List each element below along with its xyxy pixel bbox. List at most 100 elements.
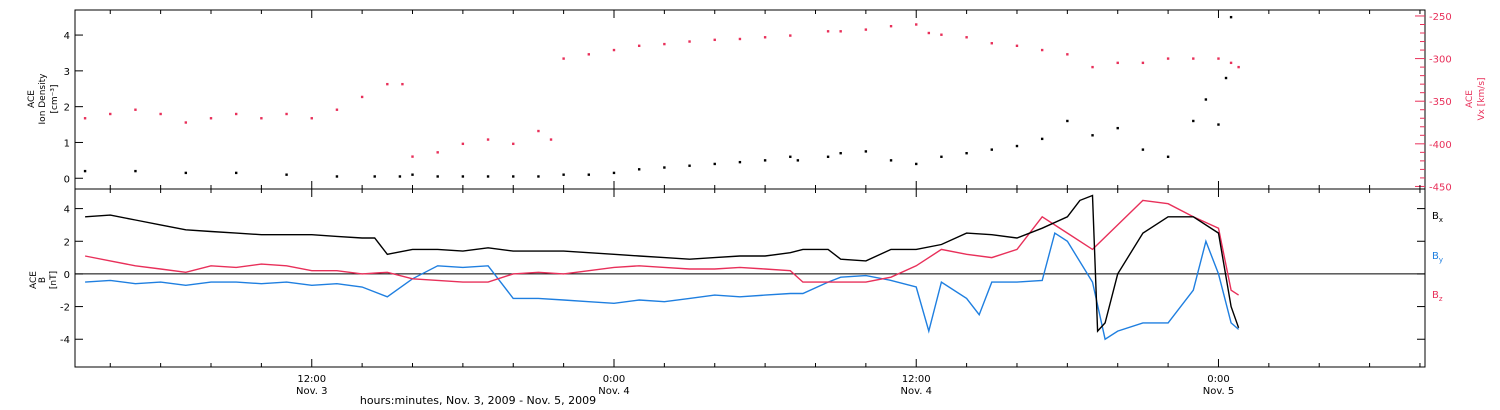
- velocity-point: [401, 82, 404, 86]
- velocity-point: [1166, 57, 1170, 60]
- density-point: [1091, 134, 1094, 137]
- top-left-tick-label: 1: [64, 138, 70, 149]
- density-point: [1066, 119, 1069, 123]
- velocity-point: [159, 112, 162, 116]
- velocity-point: [1091, 65, 1094, 69]
- legend-bz: Bz: [1432, 290, 1443, 303]
- legend-by: By: [1432, 251, 1443, 264]
- x-axis-title: hours:minutes, Nov. 3, 2009 - Nov. 5, 20…: [360, 394, 596, 407]
- series-line-bx: [85, 194, 1240, 333]
- density-point: [940, 155, 943, 158]
- velocity-point: [940, 33, 943, 36]
- velocity-point: [562, 57, 565, 60]
- top-right-tick-label: -300: [1429, 55, 1452, 66]
- velocity-point: [1066, 53, 1069, 56]
- x-tick-time: 0:00: [1207, 374, 1229, 385]
- top-right-tick-label: -400: [1429, 140, 1452, 151]
- velocity-point: [436, 151, 439, 154]
- velocity-point: [549, 138, 553, 141]
- density-point: [436, 175, 439, 178]
- bottom-tick-label: 0: [64, 270, 70, 281]
- top-right-axis-label: ACE Vx [km/s]: [1465, 77, 1487, 120]
- velocity-point: [486, 138, 490, 141]
- density-point: [612, 171, 616, 175]
- velocity-point: [688, 40, 691, 43]
- velocity-point: [234, 112, 238, 116]
- density-point: [1166, 155, 1170, 158]
- bottom-label-line2: B: [38, 277, 48, 283]
- bottom-tick-label: -4: [60, 335, 70, 346]
- velocity-point: [915, 23, 918, 26]
- top-left-tick-label: 2: [64, 103, 70, 114]
- velocity-point: [713, 38, 716, 42]
- density-point: [184, 171, 188, 175]
- x-tick-day: Nov. 3: [296, 386, 327, 397]
- velocity-point: [386, 82, 389, 86]
- velocity-point: [260, 117, 263, 120]
- density-point: [83, 169, 87, 173]
- velocity-point: [1040, 48, 1044, 52]
- density-point: [915, 162, 918, 166]
- velocity-point: [134, 108, 137, 111]
- density-point: [1217, 123, 1220, 126]
- density-point: [990, 148, 993, 151]
- density-point: [965, 152, 968, 155]
- x-tick-time: 12:00: [902, 374, 931, 385]
- velocity-point: [512, 142, 515, 146]
- top-left-label-line3: [cm⁻³]: [50, 84, 60, 113]
- bottom-axis-label: ACEB[nT]: [29, 271, 59, 289]
- density-point: [373, 175, 376, 178]
- density-point: [537, 175, 540, 178]
- velocity-point: [360, 95, 364, 99]
- x-tick-day: Nov. 5: [1203, 386, 1234, 397]
- velocity-point: [1141, 61, 1145, 65]
- density-point: [335, 175, 339, 178]
- velocity-point: [1015, 44, 1019, 47]
- velocity-point: [738, 37, 742, 41]
- x-tick-day: Nov. 4: [900, 386, 931, 397]
- bottom-label-line3: [nT]: [49, 271, 59, 289]
- velocity-point: [1237, 65, 1240, 69]
- top-right-label-line1: ACE: [1465, 90, 1475, 108]
- velocity-point: [83, 117, 87, 120]
- density-point: [738, 160, 742, 164]
- bottom-tick-label: 4: [64, 205, 70, 216]
- velocity-point: [826, 30, 830, 33]
- density-point: [234, 171, 238, 175]
- velocity-point: [864, 28, 868, 31]
- velocity-point: [335, 108, 339, 111]
- velocity-point: [789, 34, 792, 37]
- velocity-point: [637, 44, 641, 47]
- x-tick-time: 0:00: [603, 374, 625, 385]
- top-left-label-line1: ACE: [27, 90, 37, 108]
- density-point: [839, 152, 842, 155]
- density-point: [663, 166, 666, 169]
- top-right-tick-label: -250: [1429, 12, 1452, 23]
- density-point: [411, 173, 414, 176]
- top-right-tick-label: -450: [1429, 182, 1452, 193]
- density-point: [1229, 15, 1233, 19]
- velocity-point: [763, 36, 767, 39]
- x-tick-day: Nov. 4: [598, 386, 629, 397]
- density-point: [461, 175, 465, 178]
- velocity-point: [411, 155, 414, 158]
- velocity-point: [839, 30, 842, 33]
- series-line-bz: [84, 199, 1239, 296]
- bottom-tick-label: 2: [64, 237, 70, 248]
- density-point: [789, 155, 792, 158]
- density-point: [763, 159, 767, 162]
- velocity-point: [1116, 61, 1119, 65]
- velocity-point: [663, 42, 666, 46]
- series-line-by: [85, 231, 1240, 341]
- bottom-panel: 4 2 0 -2 -4 ACEB[nT] Bx By Bz: [29, 188, 1443, 368]
- density-point: [637, 168, 641, 171]
- bottom-label-line1: ACE: [29, 271, 39, 289]
- velocity-point: [587, 53, 591, 56]
- velocity-point: [927, 31, 931, 35]
- density-point: [134, 169, 137, 173]
- x-tick-time: 12:00: [297, 374, 326, 385]
- top-left-tick-label: 3: [64, 67, 70, 78]
- density-point: [398, 175, 402, 178]
- velocity-point: [209, 117, 213, 120]
